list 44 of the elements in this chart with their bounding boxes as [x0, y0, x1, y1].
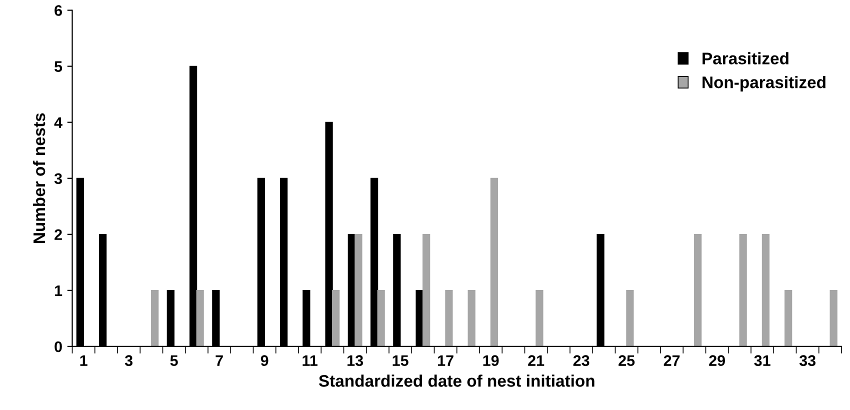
x-tick-label: 11: [302, 355, 318, 366]
y-tick-label: 6: [54, 5, 62, 16]
x-axis-title: Standardized date of nest initiation: [318, 374, 594, 387]
x-tick-label: 31: [754, 355, 770, 366]
bar: [445, 290, 453, 346]
x-tick-label: 15: [392, 355, 408, 366]
x-tick-label: 27: [664, 355, 680, 366]
bar: [830, 290, 838, 346]
x-tick-label: 9: [260, 355, 268, 366]
y-axis-title: Number of nests: [32, 113, 46, 243]
bar: [151, 290, 159, 346]
x-tick-label: 17: [438, 355, 454, 366]
x-tick-label: 21: [528, 355, 544, 366]
x-tick-label: 7: [216, 355, 223, 366]
bar: [422, 234, 430, 346]
x-tick-label: 19: [483, 355, 499, 366]
y-tick-label: 0: [54, 341, 62, 352]
bar: [468, 290, 476, 346]
y-tick-label: 4: [54, 117, 62, 128]
bar: [196, 290, 204, 346]
bar: [739, 234, 747, 346]
y-tick-label: 1: [54, 285, 62, 296]
x-tick-label: 3: [124, 355, 133, 366]
bar: [784, 290, 792, 346]
bar: [354, 234, 362, 346]
x-tick-label: 5: [170, 355, 178, 366]
legend-label: Non-parasitized: [702, 76, 826, 92]
y-tick-label: 5: [54, 61, 62, 72]
bar: [762, 234, 770, 346]
x-tick-label: 13: [348, 355, 364, 366]
x-tick-label: 23: [573, 355, 590, 366]
y-tick-label: 3: [54, 173, 62, 184]
y-tick-label: 2: [54, 229, 62, 240]
x-tick-label: 1: [80, 355, 88, 366]
bar: [332, 290, 340, 346]
bar: [377, 290, 385, 346]
bar: [490, 178, 498, 346]
legend-label: Parasitized: [702, 52, 788, 64]
bar: [694, 234, 702, 346]
bar: [536, 290, 544, 346]
x-tick-label: 25: [618, 355, 635, 366]
bar: [626, 290, 634, 346]
x-tick-label: 33: [799, 355, 816, 366]
x-tick-label: 29: [709, 355, 725, 366]
